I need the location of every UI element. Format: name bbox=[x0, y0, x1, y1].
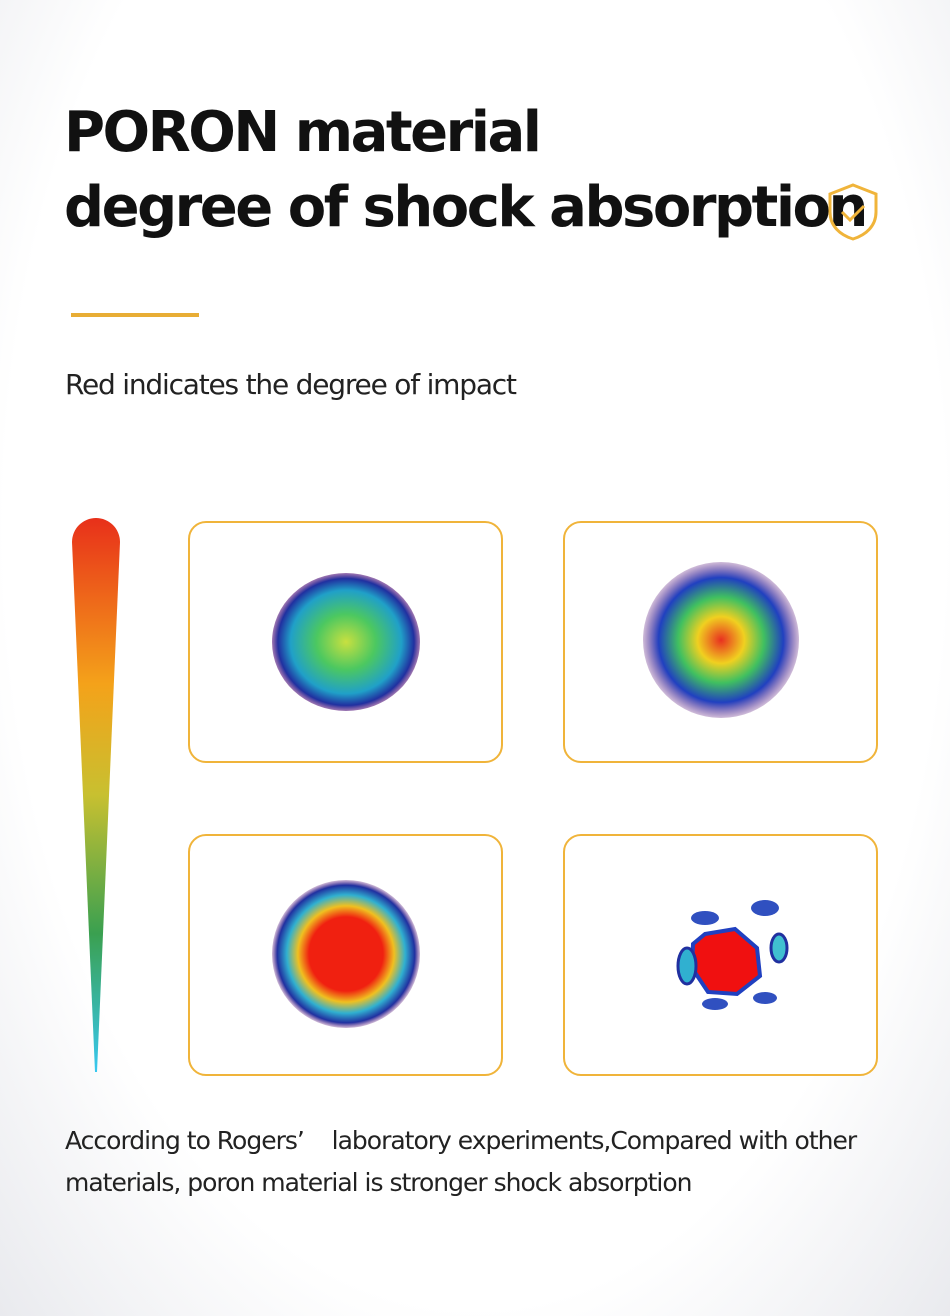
shield-icon bbox=[828, 183, 878, 241]
heatmap-card bbox=[188, 834, 503, 1076]
divider bbox=[71, 313, 199, 317]
heatmap-card bbox=[563, 834, 878, 1076]
heatmap-card bbox=[563, 521, 878, 763]
subtitle: Red indicates the degree of impact bbox=[65, 368, 517, 401]
impact-scale bbox=[72, 518, 120, 1072]
footer-text: According to Rogers’ laboratory experime… bbox=[65, 1126, 864, 1197]
heatmap-card bbox=[188, 521, 503, 763]
title-line: PORON material bbox=[64, 100, 542, 165]
title-line: degree of shock absorption bbox=[64, 175, 868, 240]
